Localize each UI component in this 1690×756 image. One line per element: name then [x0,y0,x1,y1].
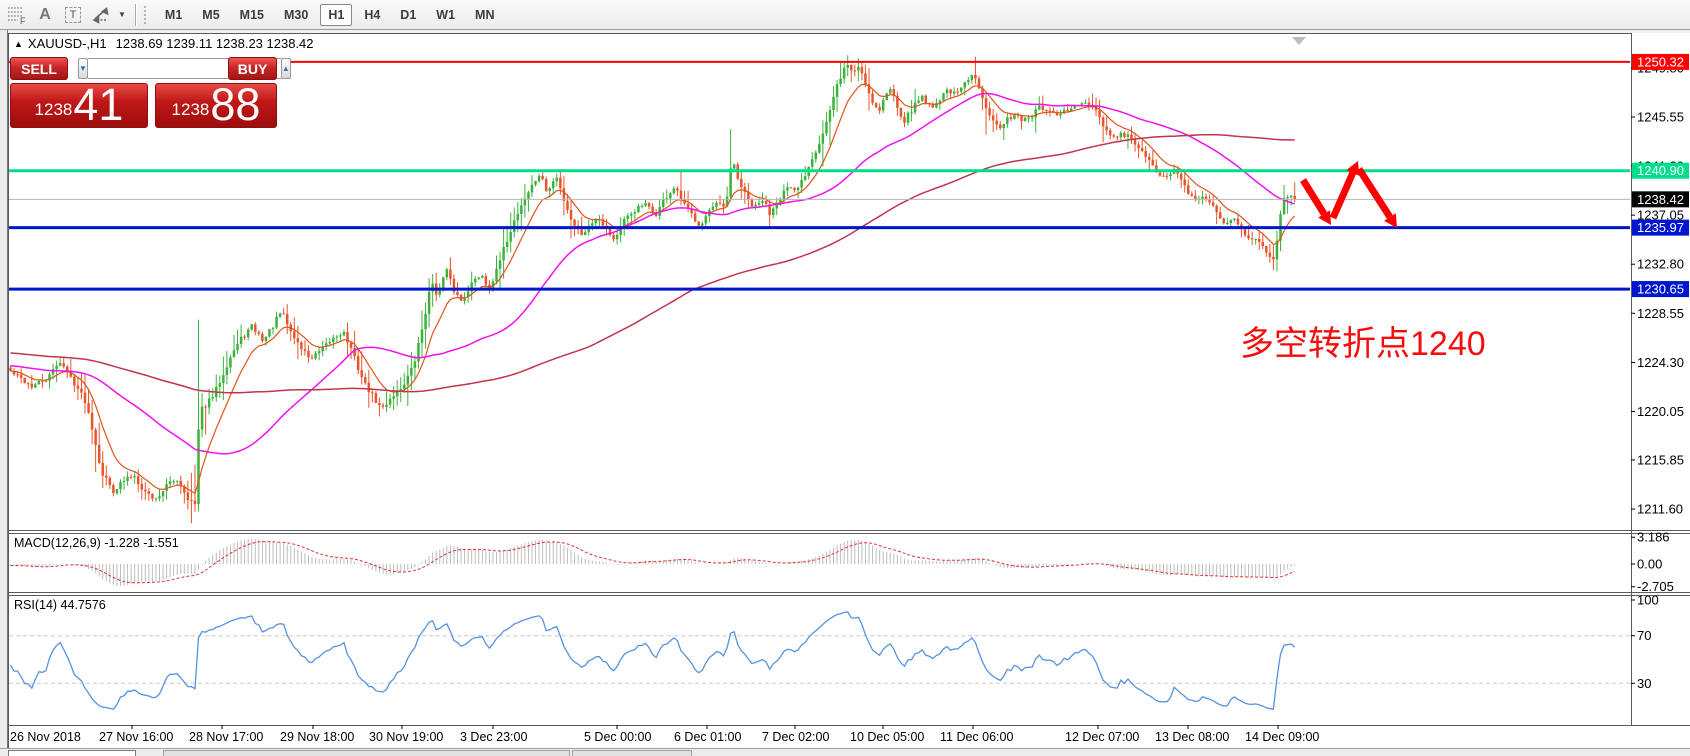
svg-text:26 Nov 2018: 26 Nov 2018 [10,730,81,744]
svg-text:1228.55: 1228.55 [1637,306,1684,321]
svg-text:1211.60: 1211.60 [1637,502,1683,517]
volume-increase-button[interactable]: ▲ [280,58,291,79]
svg-text:29 Nov 18:00: 29 Nov 18:00 [280,730,354,744]
price-axis: 1249.801245.551241.301237.051232.801228.… [1631,53,1689,691]
chart-shift-marker [1292,37,1306,45]
toolbar-grip[interactable] [143,5,149,24]
svg-text:1232.80: 1232.80 [1637,257,1684,272]
svg-text:100: 100 [1637,593,1659,608]
symbol-period-label: XAUUSD-,H1 [27,36,107,51]
rsi-label: RSI(14) 44.7576 [14,598,106,612]
timeframe-h4[interactable]: H4 [364,7,381,22]
svg-text:1215.85: 1215.85 [1637,452,1684,467]
bottom-tab[interactable] [572,750,692,756]
svg-text:5 Dec 00:00: 5 Dec 00:00 [584,730,651,744]
svg-text:1235.97: 1235.97 [1637,220,1684,235]
bid-price-big: 41 [73,79,124,131]
volume-stepper: ▼ ▲ [78,58,291,79]
ma-medium-line [10,92,1295,455]
toolbar: F A T ▼ M1 M5 M15 M30 H1 H4 D1 W1 [0,0,1690,30]
svg-text:3.186: 3.186 [1637,530,1670,545]
indicator-list-icon[interactable]: F [6,3,28,27]
chart-title: ▲ XAUUSD-,H1 1238.69 1239.11 1238.23 1238.… [14,36,314,51]
main-plot [9,55,1630,524]
svg-text:13 Dec 08:00: 13 Dec 08:00 [1155,730,1229,744]
macd-label: MACD(12,26,9) -1.228 -1.551 [14,536,179,550]
timeframe-m30[interactable]: M30 [284,7,309,22]
symbol-marker-icon: ▲ [14,39,23,49]
svg-text:1238.42: 1238.42 [1637,192,1684,207]
ask-price-button[interactable]: 1238 88 [155,79,277,131]
timeframe-w1[interactable]: W1 [436,7,456,22]
svg-text:1245.55: 1245.55 [1637,110,1684,125]
timeframe-d1[interactable]: D1 [400,7,417,22]
macd-panel [10,538,1296,586]
candles-layer [9,55,1296,524]
svg-text:14 Dec 09:00: 14 Dec 09:00 [1245,730,1319,744]
rsi-line [9,611,1296,710]
one-click-trading-panel: SELL ▼ ▲ BUY 1238 41 1238 88 [10,57,291,131]
svg-text:6 Dec 01:00: 6 Dec 01:00 [674,730,741,744]
svg-text:12 Dec 07:00: 12 Dec 07:00 [1065,730,1139,744]
dropdown-caret-icon[interactable]: ▼ [118,10,126,19]
time-axis: 26 Nov 2018 27 Nov 16:00 28 Nov 17:00 29 No… [10,725,1319,744]
bottom-tab[interactable] [163,750,570,756]
svg-text:30: 30 [1637,676,1651,691]
ohlc-readout: 1238.69 1239.11 1238.23 1238.42 [115,36,314,51]
left-gutter [0,30,8,756]
svg-text:28 Nov 17:00: 28 Nov 17:00 [189,730,263,744]
rsi-panel [9,611,1630,710]
ask-price-big: 88 [210,79,261,131]
buy-button[interactable]: BUY [228,57,277,80]
svg-text:1230.65: 1230.65 [1637,282,1684,297]
svg-text:3 Dec 23:00: 3 Dec 23:00 [460,730,527,744]
svg-text:11 Dec 06:00: 11 Dec 06:00 [940,730,1013,744]
timeframe-m5[interactable]: M5 [202,7,220,22]
bid-price-prefix: 1238 [34,100,73,119]
svg-text:1250.32: 1250.32 [1637,54,1684,69]
bid-price-button[interactable]: 1238 41 [10,79,148,131]
drawn-arrows [1300,161,1397,228]
svg-text:1240.90: 1240.90 [1637,163,1684,178]
svg-text:F: F [20,16,26,25]
text-box-icon[interactable]: T [62,3,84,27]
timeframe-m15[interactable]: M15 [239,7,264,22]
svg-text:30 Nov 19:00: 30 Nov 19:00 [369,730,443,744]
sell-button[interactable]: SELL [10,57,68,80]
ma-slow-line [10,133,1295,394]
cycle-arrows-icon[interactable] [90,3,112,27]
svg-text:1237.05: 1237.05 [1637,208,1684,223]
ask-price-prefix: 1238 [171,100,210,119]
svg-text:1220.05: 1220.05 [1637,404,1684,419]
svg-text:0.00: 0.00 [1637,557,1662,572]
text-label-icon[interactable]: A [39,5,51,23]
svg-text:27 Nov 16:00: 27 Nov 16:00 [99,730,173,744]
annotation-text: 多空转折点1240 [1240,325,1486,363]
svg-text:70: 70 [1637,628,1651,643]
bottom-tab-strip [0,748,1690,756]
timeframe-h1[interactable]: H1 [320,3,353,26]
svg-text:7 Dec 02:00: 7 Dec 02:00 [762,730,829,744]
timeframe-mn[interactable]: MN [475,7,495,22]
volume-decrease-button[interactable]: ▼ [78,58,88,79]
bottom-tab[interactable] [8,750,136,756]
svg-text:-2.705: -2.705 [1637,579,1674,594]
timeframe-m1[interactable]: M1 [164,7,183,22]
svg-text:1224.30: 1224.30 [1637,355,1684,370]
svg-text:10 Dec 05:00: 10 Dec 05:00 [850,730,924,744]
ma-fast-line [10,83,1296,495]
toolbar-separator [134,3,137,26]
